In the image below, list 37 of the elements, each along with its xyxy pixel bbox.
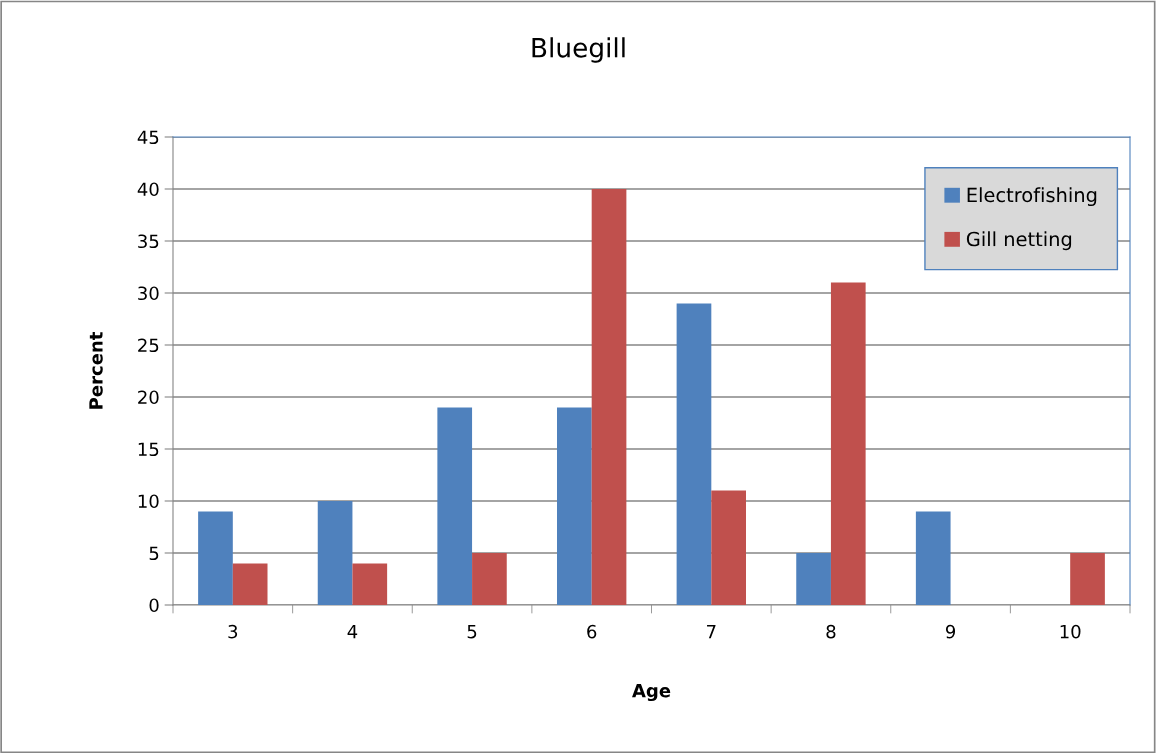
y-tick-label: 5 [149, 546, 159, 561]
legend-label: Electrofishing [967, 187, 1097, 207]
bar [591, 189, 627, 605]
y-tick-label: 35 [138, 234, 159, 249]
bar [352, 563, 388, 605]
y-tick-label: 45 [137, 130, 159, 145]
x-tick-label: 3 [228, 624, 238, 639]
legend-label: Gill netting [966, 231, 1072, 251]
x-tick-label: 7 [707, 625, 716, 639]
bar [232, 563, 268, 605]
y-tick-label: 15 [138, 442, 159, 457]
bar [1070, 553, 1105, 605]
x-tick-label: 9 [945, 624, 956, 639]
bar [830, 282, 866, 605]
bar [557, 407, 592, 605]
x-tick-label: 8 [826, 624, 836, 639]
x-tick-label: 6 [587, 624, 597, 639]
bar [198, 511, 233, 605]
x-tick-label: 5 [467, 625, 477, 639]
bar [472, 553, 507, 605]
bar [796, 553, 831, 605]
bar [915, 511, 951, 605]
y-tick-label: 30 [138, 286, 159, 301]
y-tick-label: 20 [138, 390, 159, 405]
y-axis-title: Percent [89, 332, 103, 409]
x-tick-label: 4 [347, 625, 358, 639]
bar [437, 407, 473, 605]
bar [317, 501, 353, 605]
y-tick-label: 25 [138, 338, 159, 353]
bar [711, 490, 746, 605]
x-axis-title: Age [632, 684, 671, 702]
y-tick-label: 40 [137, 182, 159, 197]
x-tick-label: 10 [1060, 624, 1081, 639]
y-tick-label: 0 [149, 598, 159, 613]
chart-title: Bluegill [532, 37, 625, 63]
y-tick-label: 10 [138, 494, 159, 509]
bar [676, 303, 712, 605]
